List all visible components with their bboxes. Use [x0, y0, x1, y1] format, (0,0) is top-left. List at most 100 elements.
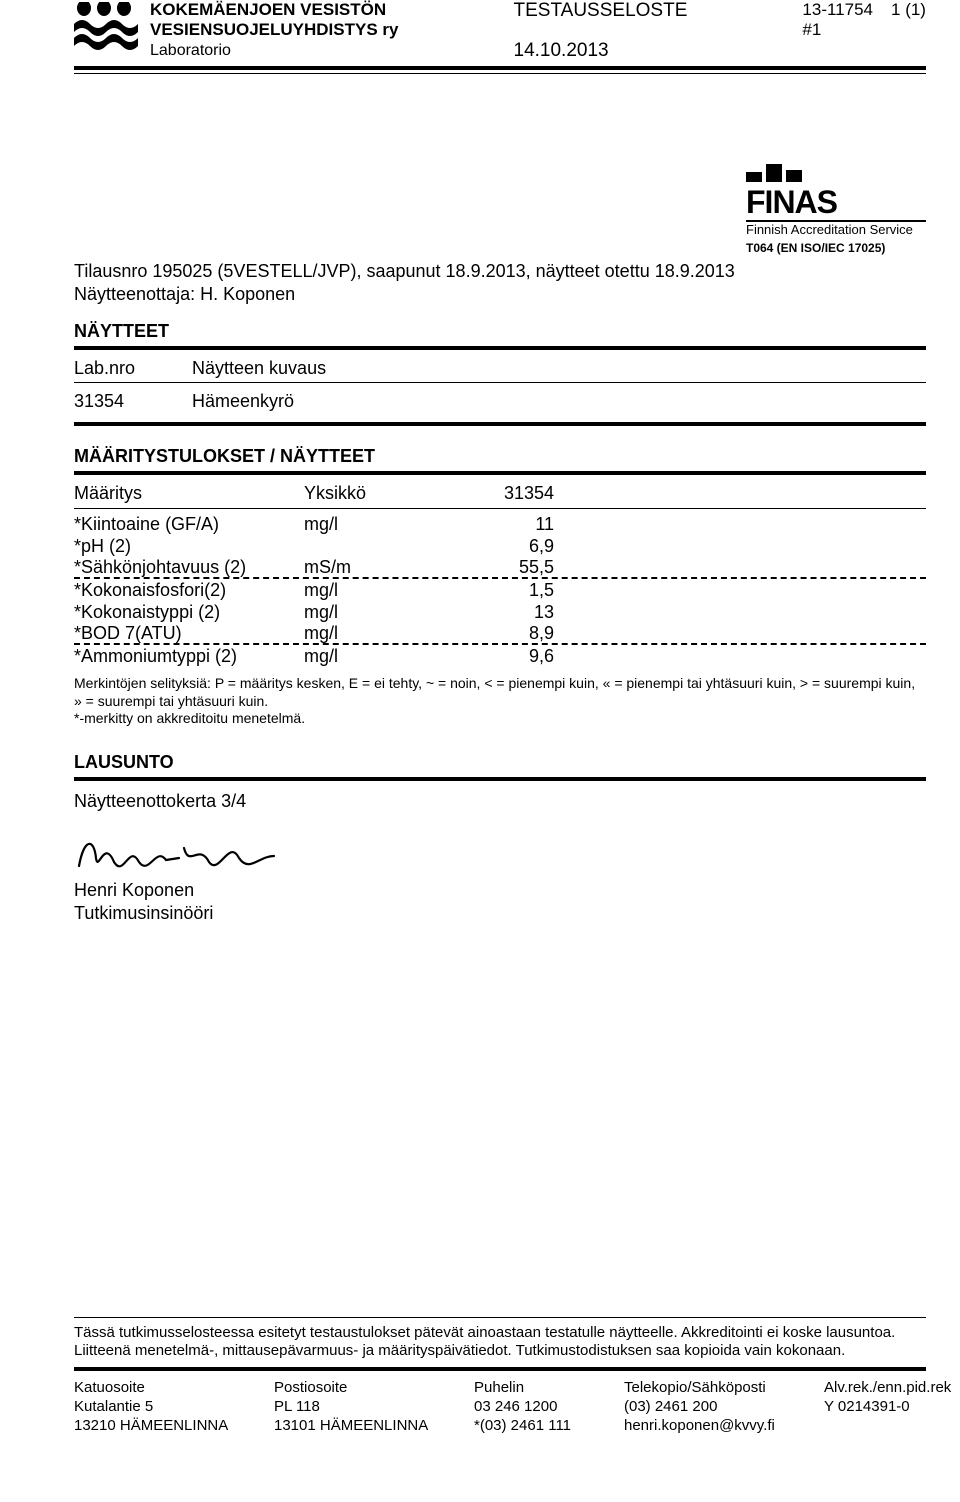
samples-col2-head: Näytteen kuvaus: [192, 358, 326, 379]
statement-round: Näytteenottokerta 3/4: [74, 791, 926, 812]
result-unit: mS/m: [304, 557, 444, 578]
footer-col-line: *(03) 2461 111: [474, 1417, 624, 1436]
org-lab: Laboratorio: [150, 41, 398, 60]
results-row: *pH (2)6,9: [74, 535, 926, 557]
result-unit: mg/l: [304, 602, 444, 623]
page-number: 1 (1): [891, 0, 926, 62]
result-value: 55,5: [444, 557, 554, 578]
finas-subtitle: Finnish Accreditation Service: [746, 222, 926, 237]
footer-col-address: Katuosoite Kutalantie 5 13210 HÄMEENLINN…: [74, 1379, 274, 1435]
results-table: Määritys Yksikkö 31354 *Kiintoaine (GF/A…: [74, 483, 926, 667]
footer-col-head: Alv.rek./enn.pid.rek: [824, 1379, 960, 1398]
order-info: Tilausnro 195025 (5VESTELL/JVP), saapunu…: [74, 260, 926, 305]
footer-col-head: Postiosoite: [274, 1379, 474, 1398]
finas-bars-icon: [746, 154, 896, 182]
result-unit: mg/l: [304, 646, 444, 667]
legend-line1: Merkintöjen selityksiä: P = määritys kes…: [74, 675, 926, 693]
results-title: MÄÄRITYSTULOKSET / NÄYTTEET: [74, 446, 926, 467]
header-rule-thin: [74, 73, 926, 74]
signer-name: Henri Koponen: [74, 880, 926, 901]
statement-rule: [74, 777, 926, 781]
result-unit: mg/l: [304, 580, 444, 601]
footer-rule-top: [74, 1317, 926, 1318]
results-row: *BOD 7(ATU)mg/l8,9: [74, 623, 926, 645]
result-value: 8,9: [444, 623, 554, 644]
legend-line2: » = suurempi tai yhtäsuuri kuin.: [74, 693, 926, 711]
results-col2-head: Yksikkö: [304, 483, 444, 504]
result-name: *Sähkönjohtavuus (2): [74, 557, 304, 578]
footer-col-line: PL 118: [274, 1398, 474, 1417]
statement-title: LAUSUNTO: [74, 752, 926, 773]
results-body: *Kiintoaine (GF/A)mg/l11*pH (2)6,9*Sähkö…: [74, 513, 926, 667]
footer-note: Tässä tutkimusselosteessa esitetyt testa…: [74, 1324, 926, 1362]
samples-col1-head: Lab.nro: [74, 358, 154, 379]
samples-rule-bottom: [74, 422, 926, 426]
result-name: *BOD 7(ATU): [74, 623, 304, 644]
footer-note1: Tässä tutkimusselosteessa esitetyt testa…: [74, 1324, 926, 1343]
signature-block: Henri Koponen Tutkimusinsinööri: [74, 828, 926, 924]
signer-title: Tutkimusinsinööri: [74, 903, 926, 924]
org-name-line2: VESIENSUOJELUYHDISTYS ry: [150, 20, 398, 40]
report-number: 13-11754: [802, 0, 873, 20]
footer-col-head: Katuosoite: [74, 1379, 274, 1398]
results-col3-head: 31354: [444, 483, 554, 504]
order-line2: Näytteenottaja: H. Koponen: [74, 283, 926, 306]
org-block-wrap: KOKEMÄENJOEN VESISTÖN VESIENSUOJELUYHDIS…: [74, 0, 398, 62]
results-col1-head: Määritys: [74, 483, 304, 504]
sample-row: 31354 Hämeenkyrö: [74, 391, 926, 412]
footer-col-phone: Puhelin 03 246 1200 *(03) 2461 111: [474, 1379, 624, 1435]
footer-col-line: Kutalantie 5: [74, 1398, 274, 1417]
footer-note2: Liitteenä menetelmä-, mittausepävarmuus-…: [74, 1342, 926, 1361]
results-head-row: Määritys Yksikkö 31354: [74, 483, 926, 504]
result-name: *Kokonaistyppi (2): [74, 602, 304, 623]
footer-col-line: Y 0214391-0: [824, 1398, 960, 1417]
results-row: *Ammoniumtyppi (2)mg/l9,6: [74, 645, 926, 667]
report-sub: #1: [802, 20, 873, 40]
footer-col-line: (03) 2461 200: [624, 1398, 824, 1417]
result-unit: mg/l: [304, 514, 444, 535]
org-name-line1: KOKEMÄENJOEN VESISTÖN: [150, 0, 398, 20]
result-value: 1,5: [444, 580, 554, 601]
footer-col-head: Puhelin: [474, 1379, 624, 1398]
finas-name: FINAS: [746, 186, 926, 218]
report-header: KOKEMÄENJOEN VESISTÖN VESIENSUOJELUYHDIS…: [74, 0, 926, 62]
doc-id-block: 13-11754 #1 1 (1): [802, 0, 926, 62]
sample-id: 31354: [74, 391, 154, 412]
results-row: *Kiintoaine (GF/A)mg/l11: [74, 513, 926, 535]
result-name: *Kiintoaine (GF/A): [74, 514, 304, 535]
footer-rule-bottom: [74, 1367, 926, 1371]
footer-col-line: henri.koponen@kvvy.fi: [624, 1417, 824, 1436]
footer-col-reg: Alv.rek./enn.pid.rek Y 0214391-0: [824, 1379, 960, 1435]
result-value: 13: [444, 602, 554, 623]
order-line1: Tilausnro 195025 (5VESTELL/JVP), saapunu…: [74, 260, 926, 283]
header-rule-thick: [74, 66, 926, 70]
result-name: *Kokonaisfosfori(2): [74, 580, 304, 601]
footer-col-line: 13101 HÄMEENLINNA: [274, 1417, 474, 1436]
results-row: *Kokonaistyppi (2)mg/l13: [74, 601, 926, 623]
finas-accreditation: FINAS Finnish Accreditation Service T064…: [74, 154, 926, 256]
finas-code: T064 (EN ISO/IEC 17025): [746, 241, 926, 255]
org-block: KOKEMÄENJOEN VESISTÖN VESIENSUOJELUYHDIS…: [150, 0, 398, 60]
footer-col-postal: Postiosoite PL 118 13101 HÄMEENLINNA: [274, 1379, 474, 1435]
results-rule-head: [74, 508, 926, 509]
results-row: *Kokonaisfosfori(2)mg/l1,5: [74, 579, 926, 601]
samples-rule-mid: [74, 382, 926, 383]
doc-id-col: 13-11754 #1: [802, 0, 873, 62]
result-name: *pH (2): [74, 536, 304, 557]
footer-col-line: 13210 HÄMEENLINNA: [74, 1417, 274, 1436]
result-value: 11: [444, 514, 554, 535]
doc-date: 14.10.2013: [514, 40, 688, 62]
footer-columns: Katuosoite Kutalantie 5 13210 HÄMEENLINN…: [74, 1379, 926, 1435]
samples-title: NÄYTTEET: [74, 321, 926, 342]
doc-title: TESTAUSSELOSTE: [514, 0, 688, 22]
footer-col-fax-email: Telekopio/Sähköposti (03) 2461 200 henri…: [624, 1379, 824, 1435]
signature-icon: [74, 828, 294, 878]
results-row: *Sähkönjohtavuus (2)mS/m55,5: [74, 557, 926, 579]
result-name: *Ammoniumtyppi (2): [74, 646, 304, 667]
result-unit: mg/l: [304, 623, 444, 644]
legend-line3: *-merkitty on akkreditoitu menetelmä.: [74, 710, 926, 728]
samples-rule-top: [74, 346, 926, 350]
footer-col-line: 03 246 1200: [474, 1398, 624, 1417]
sample-desc: Hämeenkyrö: [192, 391, 294, 412]
legend: Merkintöjen selityksiä: P = määritys kes…: [74, 675, 926, 728]
